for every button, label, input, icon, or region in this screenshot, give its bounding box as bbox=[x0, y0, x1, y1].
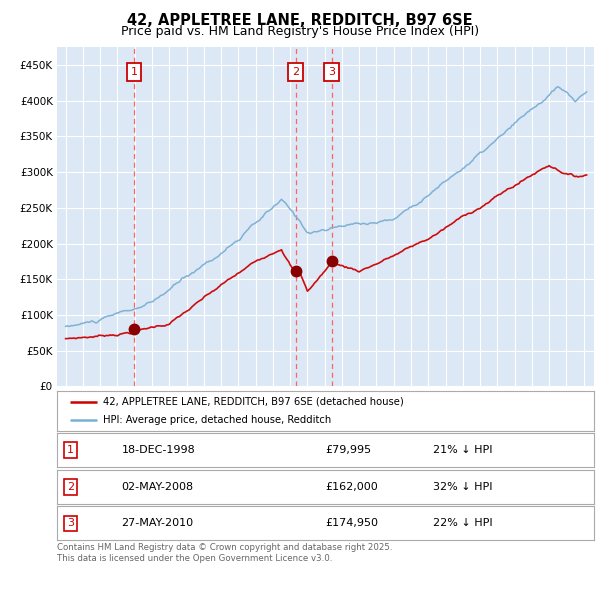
Text: 1: 1 bbox=[67, 445, 74, 455]
Text: 42, APPLETREE LANE, REDDITCH, B97 6SE (detached house): 42, APPLETREE LANE, REDDITCH, B97 6SE (d… bbox=[103, 397, 403, 407]
Text: 2: 2 bbox=[67, 482, 74, 491]
Text: Price paid vs. HM Land Registry's House Price Index (HPI): Price paid vs. HM Land Registry's House … bbox=[121, 25, 479, 38]
Text: HPI: Average price, detached house, Redditch: HPI: Average price, detached house, Redd… bbox=[103, 415, 331, 425]
Text: 3: 3 bbox=[67, 519, 74, 528]
Text: 2: 2 bbox=[292, 67, 299, 77]
Text: 32% ↓ HPI: 32% ↓ HPI bbox=[433, 482, 493, 491]
Text: 18-DEC-1998: 18-DEC-1998 bbox=[121, 445, 195, 455]
Text: 22% ↓ HPI: 22% ↓ HPI bbox=[433, 519, 493, 528]
Text: 42, APPLETREE LANE, REDDITCH, B97 6SE: 42, APPLETREE LANE, REDDITCH, B97 6SE bbox=[127, 13, 473, 28]
Text: Contains HM Land Registry data © Crown copyright and database right 2025.
This d: Contains HM Land Registry data © Crown c… bbox=[57, 543, 392, 563]
Text: 1: 1 bbox=[131, 67, 137, 77]
Text: 21% ↓ HPI: 21% ↓ HPI bbox=[433, 445, 493, 455]
Text: £79,995: £79,995 bbox=[325, 445, 371, 455]
Text: £174,950: £174,950 bbox=[325, 519, 379, 528]
Text: 27-MAY-2010: 27-MAY-2010 bbox=[121, 519, 194, 528]
Text: £162,000: £162,000 bbox=[325, 482, 378, 491]
Text: 3: 3 bbox=[328, 67, 335, 77]
Text: 02-MAY-2008: 02-MAY-2008 bbox=[121, 482, 194, 491]
